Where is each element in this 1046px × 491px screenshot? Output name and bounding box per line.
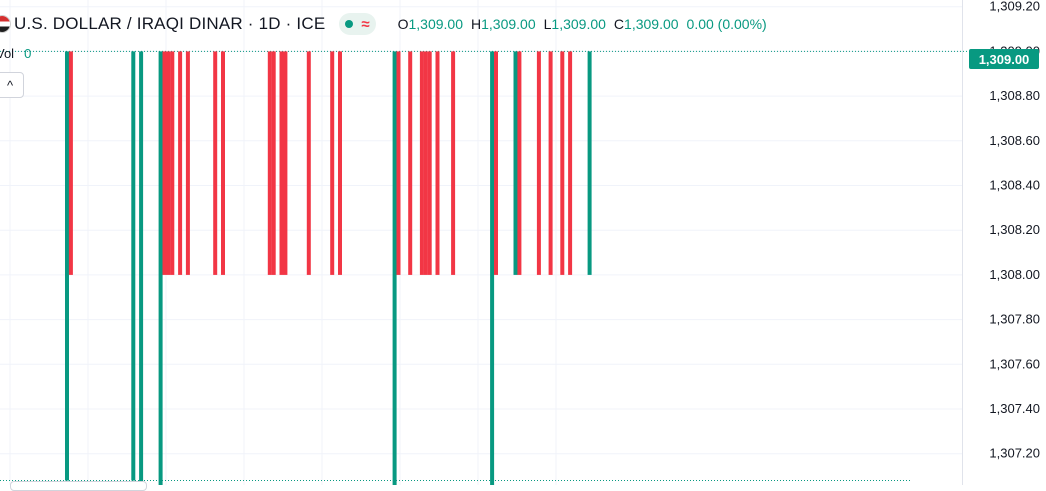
y-tick-label: 1,308.80 [989,88,1040,103]
price-bar [587,51,592,275]
price-bar [513,51,518,275]
price-bar [213,51,218,275]
price-bar [139,51,144,485]
price-bar [536,51,541,275]
price-bar [548,51,553,275]
open-value: 1,309.00 [408,16,464,32]
price-bar [271,51,276,275]
approx-icon: ≈ [361,15,370,33]
y-tick-label: 1,307.20 [989,446,1040,461]
open-label: O [397,16,409,32]
price-bar [170,51,175,275]
price-bar [306,51,311,275]
y-tick-label: 1,307.40 [989,401,1040,416]
price-bar [419,51,424,275]
price-bar [396,51,401,275]
symbol-title[interactable]: U.S. DOLLAR / IRAQI DINAR · 1D · ICE [14,14,326,33]
high-value: 1,309.00 [481,16,536,32]
price-bar [68,51,73,275]
price-bar [423,51,428,275]
price-bar [185,51,190,275]
last-price-badge: 1,309.00 [969,49,1039,69]
price-bar [560,51,565,275]
price-bar [490,51,495,485]
price-axis[interactable]: 1,309.201,309.001,308.801,308.601,308.40… [989,0,1040,461]
market-status-pill[interactable]: ≈ [339,13,376,35]
y-tick-label: 1,308.40 [989,178,1040,193]
price-bar [279,51,284,275]
symbol-legend: U.S. DOLLAR / IRAQI DINAR · 1D · ICE ≈ O… [0,10,767,38]
price-bars [65,51,592,485]
price-bar [494,51,498,275]
price-bar [427,51,432,275]
price-bar [158,51,163,485]
price-bar [178,51,183,275]
price-bar [517,51,522,275]
grid-lines [0,0,963,485]
y-tick-label: 1,308.60 [989,133,1040,148]
price-bar [267,51,272,275]
price-bar [338,51,342,275]
collapse-legend-button[interactable]: ^ [0,72,24,98]
volume-value: 0 [24,46,32,61]
y-tick-label: 1,308.00 [989,267,1040,282]
y-tick-label: 1,308.20 [989,222,1040,237]
ohlc-values: O 1,309.00 H 1,309.00 L 1,309.00 C 1,309… [398,16,767,32]
high-label: H [471,16,482,32]
volume-legend: Vol 0 [0,46,31,61]
low-value: 1,309.00 [551,16,606,32]
close-label: C [613,16,625,32]
price-bar [166,51,171,275]
y-tick-label: 1,307.60 [989,356,1040,371]
price-bar [330,51,335,275]
market-open-dot-icon [345,20,354,28]
price-bar [568,51,573,275]
price-bar [392,51,397,485]
y-tick-label: 1,309.20 [989,0,1040,14]
chevron-up-icon: ^ [6,77,14,93]
close-value: 1,309.00 [624,16,679,32]
y-tick-label: 1,307.80 [989,312,1040,327]
reference-lines [0,50,968,482]
bottom-toolbar-stub[interactable] [10,481,147,491]
price-bar [408,51,413,275]
price-bar [65,51,69,481]
price-bar [283,51,288,275]
price-change: 0.00 (0.00%) [686,16,767,32]
volume-label: Vol [0,46,15,61]
price-bar [131,51,136,481]
price-bar [221,51,225,275]
us-flag-icon [0,16,10,32]
price-bar [451,51,456,275]
price-bar [162,51,167,275]
price-bar [435,51,440,275]
low-label: L [543,16,552,32]
